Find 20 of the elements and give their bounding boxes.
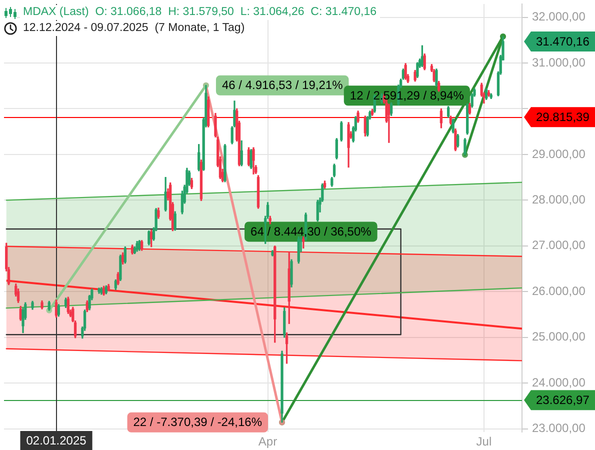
x-tick-label: Apr xyxy=(258,434,278,449)
y-tick-label: 23.000,00 xyxy=(532,421,586,436)
y-tick-label: 28.000,00 xyxy=(532,192,586,206)
annotation: 31.470,16 xyxy=(536,34,590,48)
y-tick-label: 32.000,00 xyxy=(532,10,586,24)
annotation: 22 / -7.370,39 / -24,16% xyxy=(133,415,262,430)
y-tick-label: 26.000,00 xyxy=(532,284,586,298)
y-tick-label: 29.000,00 xyxy=(532,146,586,161)
chart-title: MDAX (Last) O: 31.066,18 H: 31.579,50 L: 31.064,26 C: 31.470,16 xyxy=(20,5,380,20)
y-tick-label: 25.000,00 xyxy=(532,330,586,344)
y-tick-label: 27.000,00 xyxy=(532,238,586,252)
y-tick-label: 31.000,00 xyxy=(532,55,586,70)
ref-line-label: 02.01.2025 xyxy=(26,433,87,448)
text: 12.12.2024 - 09.07.2025 (7 Monate, 1 Tag) xyxy=(20,21,248,36)
ref-line-label: 29.815,39 xyxy=(536,110,590,124)
annotation: 46 / 4.916,53 / 19,21% xyxy=(222,78,344,92)
ref-line-label: 23.626,97 xyxy=(536,392,590,407)
x-tick-label: Jul xyxy=(476,434,492,449)
annotation: 64 / 8.444,30 / 36,50% xyxy=(250,224,372,239)
y-tick-label: 24.000,00 xyxy=(532,375,586,390)
